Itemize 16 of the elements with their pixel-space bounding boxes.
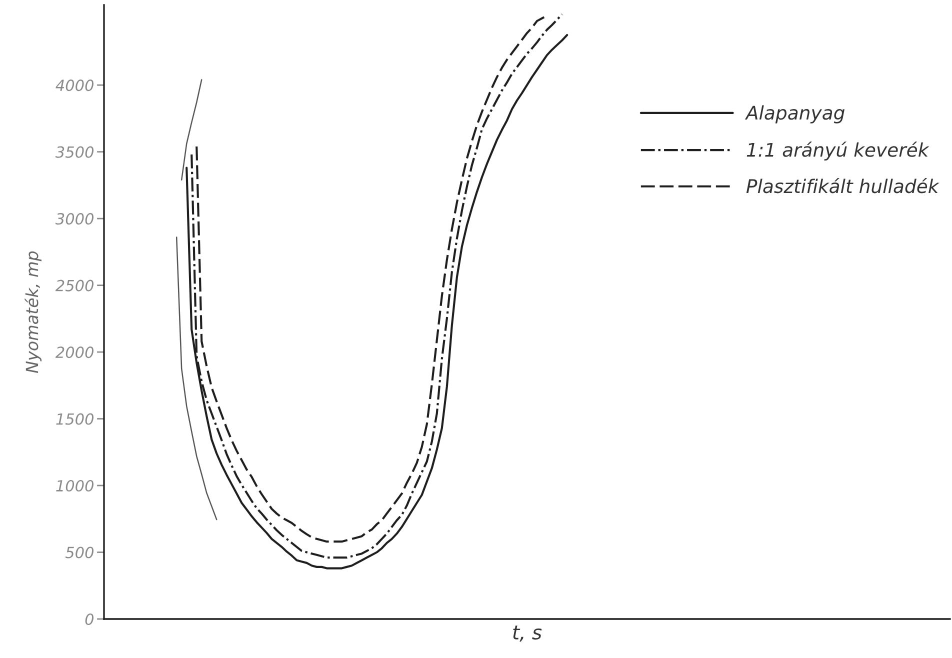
y-tick-label: 3000 — [55, 213, 94, 225]
y-tick-label: 4000 — [56, 80, 94, 92]
legend-label: Plasztifikált hulladék — [746, 178, 940, 194]
y-tick-label: 2500 — [55, 280, 94, 292]
y-tick-label: 500 — [65, 546, 94, 558]
legend-label: 1:1 arányú keverék — [746, 142, 930, 161]
y-tick-label: 0 — [85, 613, 94, 626]
line-series — [176, 236, 218, 520]
y-tick-label: 1000 — [56, 480, 94, 492]
y-tick-label: 3500 — [55, 146, 94, 158]
y-axis-title: Nyomaték, mp — [24, 251, 42, 373]
legend-label: Alapanyag — [744, 105, 844, 124]
x-axis-title: t, s — [513, 626, 542, 642]
line-series — [180, 79, 202, 180]
y-tick-label: 1500 — [56, 413, 94, 425]
y-tick-label: 2000 — [55, 346, 94, 358]
